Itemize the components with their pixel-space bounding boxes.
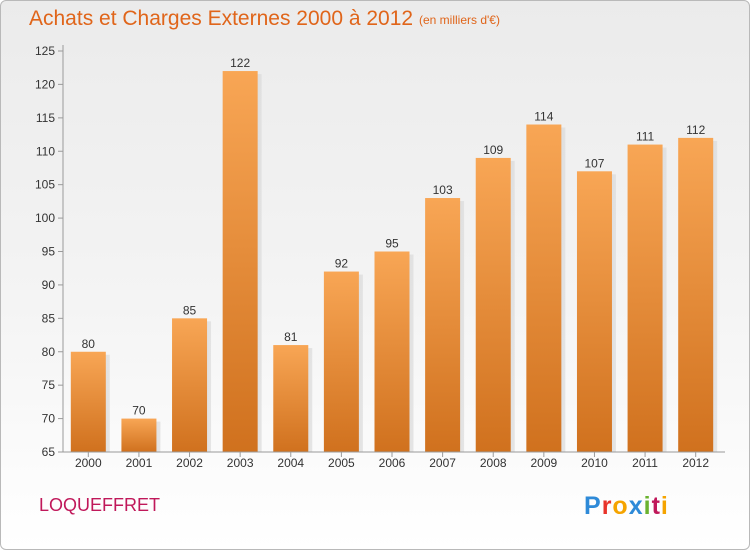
y-tick-label: 120 — [35, 77, 55, 91]
bar-2006 — [374, 251, 410, 452]
y-tick-label: 65 — [42, 445, 56, 459]
data-label: 70 — [132, 404, 146, 418]
x-tick-label: 2007 — [429, 456, 456, 470]
y-tick-label: 90 — [42, 278, 56, 292]
data-label: 85 — [183, 303, 197, 317]
x-tick-label: 2008 — [480, 456, 507, 470]
axes: 65 70 75 80 85 90 95 100 105 110 115 120 125 2000 2001… — [35, 44, 725, 470]
data-label: 80 — [82, 337, 96, 351]
bar-2003 — [222, 71, 258, 453]
y-tick-label: 125 — [35, 44, 55, 58]
x-tick-label: 2010 — [581, 456, 608, 470]
data-label: 95 — [385, 237, 399, 251]
data-label: 122 — [230, 56, 250, 70]
data-label: 107 — [584, 156, 604, 170]
x-tick-label: 2001 — [126, 456, 153, 470]
bar-2001 — [121, 418, 157, 452]
bar-2007 — [425, 198, 461, 452]
data-label: 114 — [534, 110, 553, 124]
bar-2011 — [627, 144, 663, 453]
bar-2002 — [172, 318, 208, 452]
bar-2004 — [273, 345, 309, 452]
commune-name: LOQUEFFRET — [39, 495, 161, 515]
y-tick-label: 100 — [35, 211, 55, 225]
bar-2008 — [475, 157, 511, 452]
bars — [70, 71, 714, 453]
data-label: 109 — [483, 143, 503, 157]
x-tick-label: 2005 — [328, 456, 355, 470]
x-tick-label: 2002 — [176, 456, 203, 470]
data-label: 81 — [284, 330, 298, 344]
logo-letter: x — [628, 492, 644, 520]
data-label: 103 — [433, 183, 453, 197]
logo-letter: P — [584, 492, 602, 520]
data-labels: 80 70 85 122 81 92 95 103 109 114 107 111 112 — [82, 56, 706, 418]
x-tick-label: 2006 — [379, 456, 406, 470]
y-tick-label: 80 — [42, 345, 56, 359]
bar-2010 — [576, 171, 612, 453]
y-tick-label: 95 — [42, 245, 56, 259]
data-label: 92 — [335, 257, 349, 271]
bar-2005 — [323, 271, 359, 452]
y-tick-label: 85 — [42, 311, 56, 325]
y-tick-label: 75 — [42, 378, 56, 392]
data-label: 112 — [686, 123, 705, 137]
y-tick-label: 115 — [36, 111, 55, 125]
logo-letter: o — [612, 492, 629, 520]
logo-letter: t — [651, 492, 661, 520]
data-label: 111 — [636, 130, 655, 144]
logo-letter: i — [643, 492, 652, 520]
logo-letter: i — [660, 492, 669, 520]
chart-title: Achats et Charges Externes 2000 à 2012 — [29, 7, 414, 30]
bar-2012 — [678, 137, 714, 452]
y-tick-label: 110 — [36, 144, 55, 158]
x-tick-label: 2004 — [277, 456, 304, 470]
logo-letter: r — [601, 492, 613, 520]
x-tick-label: 2012 — [682, 456, 709, 470]
x-tick-label: 2009 — [530, 456, 557, 470]
proxiti-logo: Proxiti — [584, 492, 669, 521]
bar-2000 — [70, 351, 106, 452]
x-tick-label: 2003 — [227, 456, 254, 470]
x-tick-label: 2011 — [632, 456, 658, 470]
x-tick-label: 2000 — [75, 456, 102, 470]
y-tick-label: 70 — [42, 412, 56, 426]
chart-subtitle: (en milliers d'€) — [419, 13, 500, 27]
y-tick-label: 105 — [35, 178, 55, 192]
bar-2009 — [526, 124, 562, 453]
